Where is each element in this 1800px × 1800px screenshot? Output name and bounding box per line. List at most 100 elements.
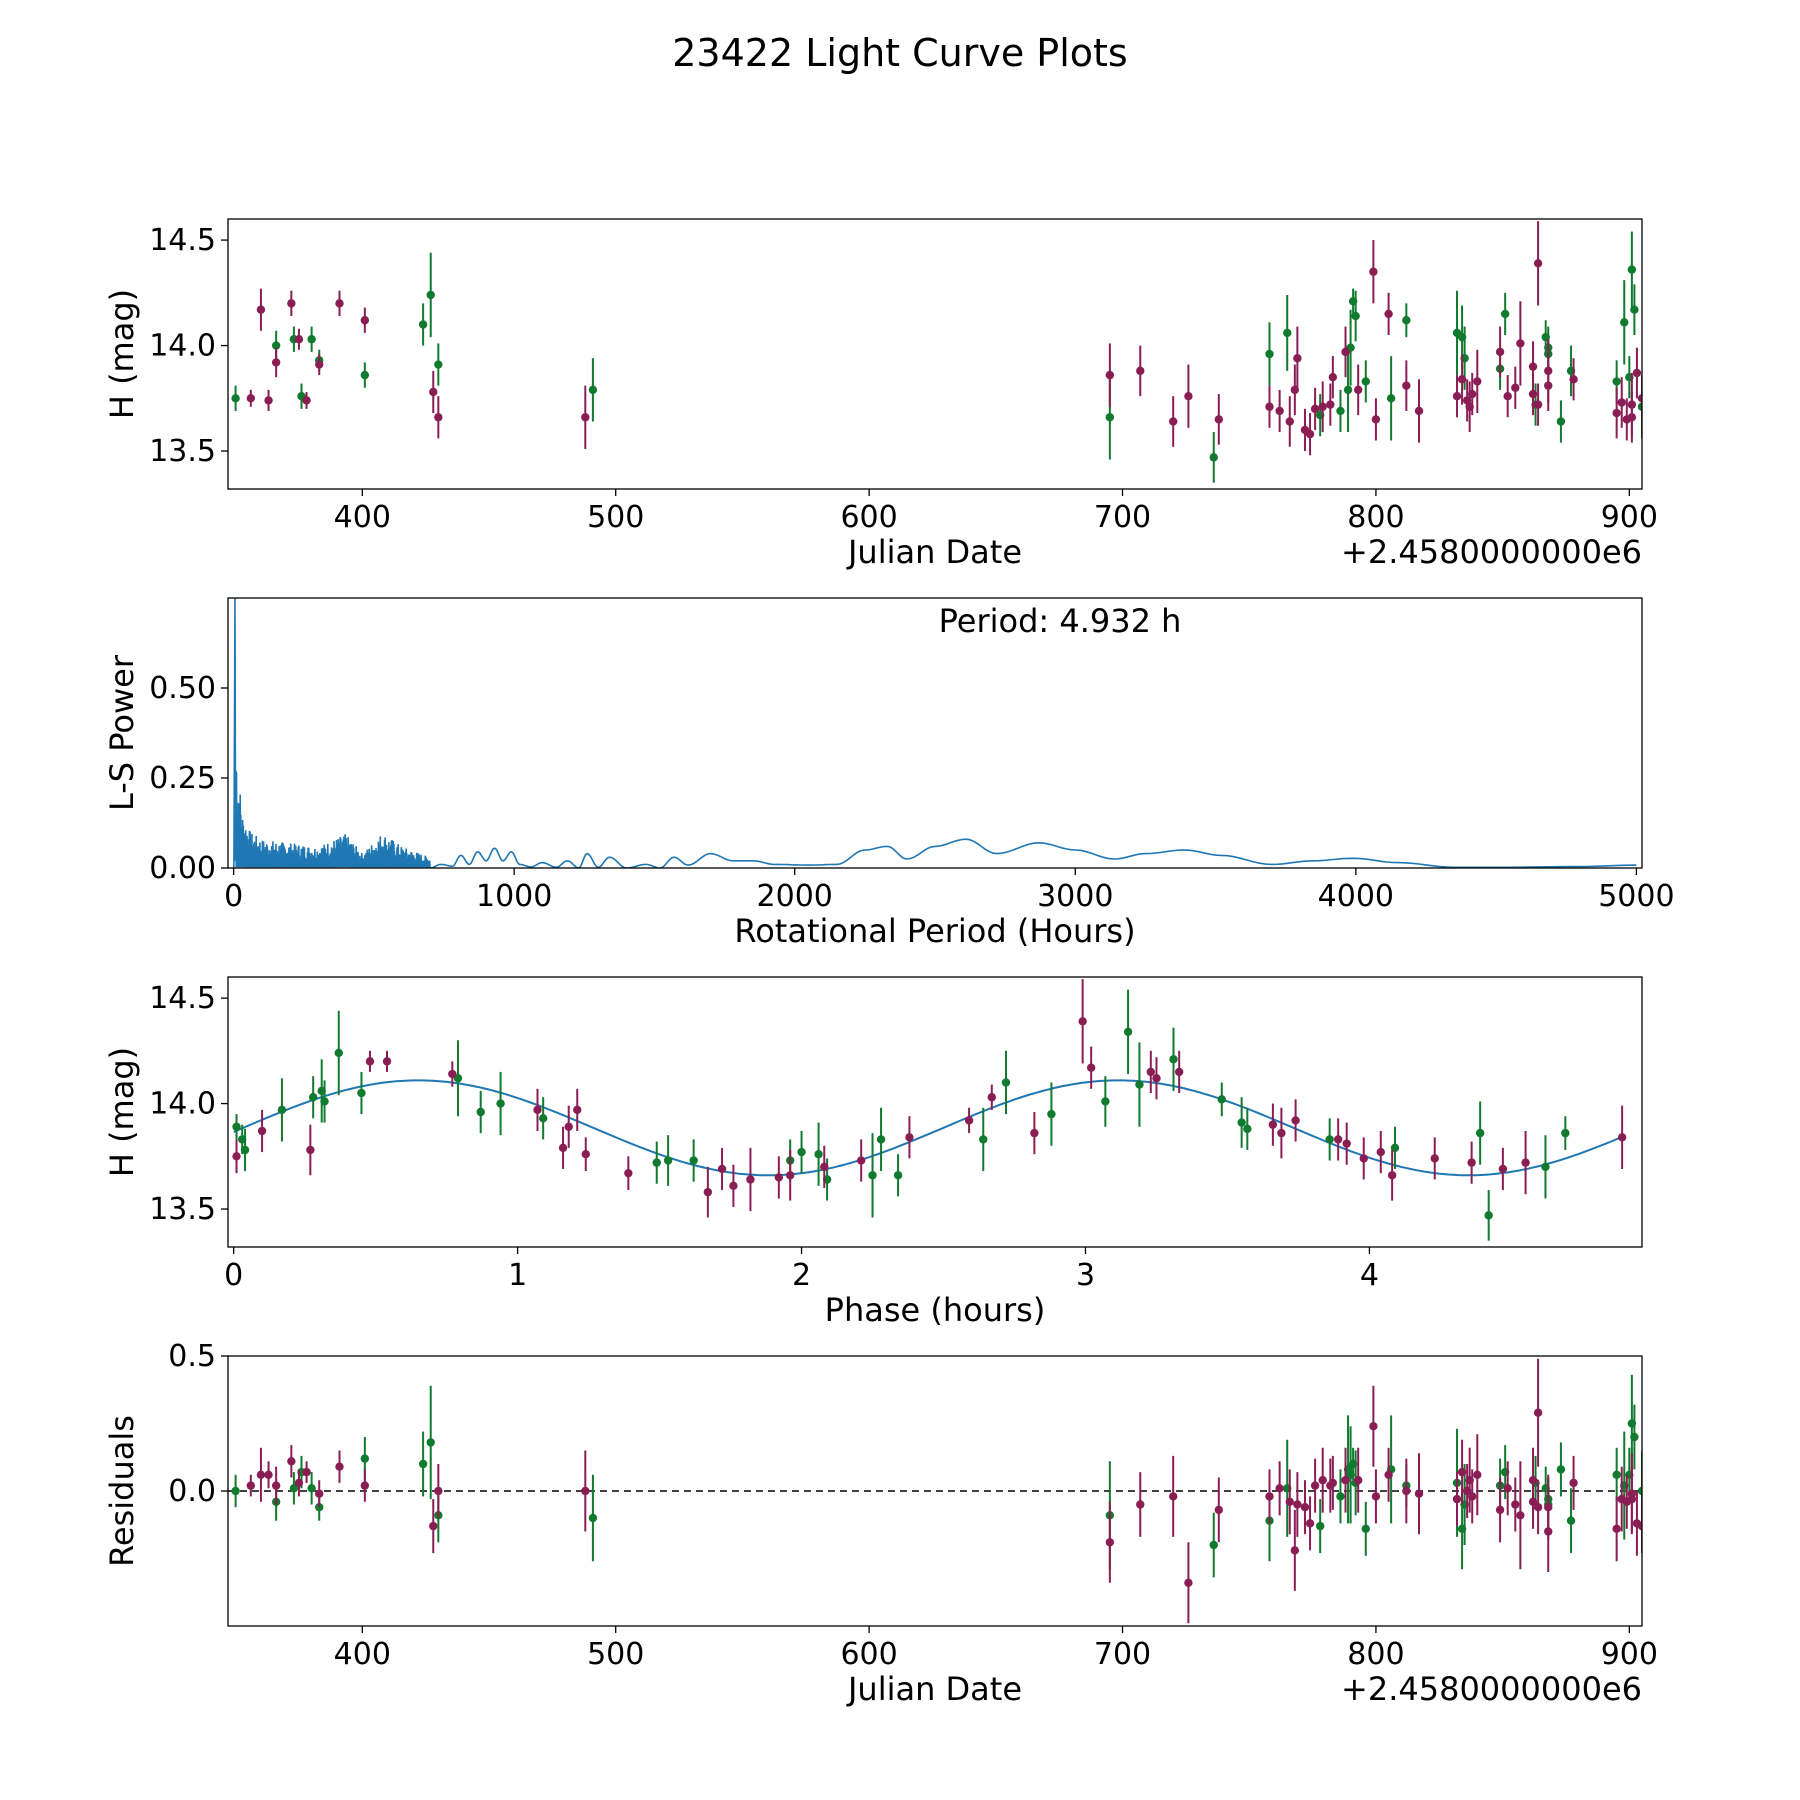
data-point: [1105, 413, 1115, 422]
data-point: [448, 1069, 457, 1079]
x-axis-label: Rotational Period (Hours): [734, 912, 1135, 950]
period-annotation: Period: 4.932 h: [939, 602, 1182, 640]
data-point: [418, 320, 428, 329]
data-point: [357, 1088, 366, 1098]
panel-residuals: 400 500 600 700 800 900 0.0 0.5 Julian Date Resid…: [103, 1339, 1658, 1708]
data-point: [1612, 377, 1621, 386]
data-point: [1498, 1164, 1508, 1174]
data-point: [689, 1156, 698, 1165]
data-point: [1305, 429, 1315, 439]
data-point: [360, 370, 370, 380]
data-point: [729, 1181, 738, 1191]
data-point: [434, 413, 443, 422]
series-green: [231, 231, 1642, 483]
data-point: [1217, 1095, 1226, 1104]
data-point: [1290, 1546, 1300, 1555]
data-point: [1371, 1492, 1381, 1501]
data-point: [1473, 377, 1482, 386]
data-point: [1561, 1128, 1570, 1138]
data-point: [1315, 1521, 1325, 1531]
data-point: [1105, 370, 1115, 380]
data-point: [1184, 391, 1193, 401]
data-point: [1569, 1478, 1578, 1488]
data-point: [320, 1097, 329, 1106]
data-point: [1402, 1486, 1411, 1496]
data-point: [1341, 347, 1350, 357]
data-point: [382, 1057, 392, 1066]
data-point: [1333, 1135, 1343, 1144]
data-point: [1305, 1519, 1315, 1528]
plot-area-residuals: [228, 1358, 1642, 1624]
data-point: [797, 1147, 806, 1157]
data-point: [1353, 1476, 1363, 1485]
data-point: [1086, 1063, 1096, 1072]
data-point: [1376, 1147, 1385, 1157]
x-tick-label: 600: [840, 500, 897, 535]
data-point: [1627, 265, 1637, 274]
data-point: [360, 316, 370, 325]
data-point: [1402, 316, 1411, 325]
x-tick-label: 900: [1601, 500, 1658, 535]
x-tick-label: 500: [587, 1637, 644, 1672]
x-tick-label: 5000: [1598, 879, 1674, 914]
data-point: [1001, 1078, 1011, 1087]
data-point: [1533, 1408, 1543, 1417]
data-point: [979, 1135, 988, 1144]
data-point: [418, 1459, 428, 1469]
data-point: [1275, 406, 1284, 416]
data-point: [307, 1484, 316, 1493]
data-point: [1500, 309, 1510, 319]
data-point: [294, 335, 304, 344]
data-point: [1533, 259, 1543, 268]
data-point: [1341, 1476, 1350, 1485]
data-point: [785, 1171, 795, 1180]
data-point: [1511, 1500, 1520, 1509]
data-point: [1318, 1476, 1327, 1485]
data-point: [1214, 1505, 1224, 1515]
x-tick-label: 500: [587, 500, 644, 535]
data-point: [1328, 1478, 1338, 1488]
data-point: [335, 1462, 344, 1471]
panel-periodogram: 0 1000 2000 3000 4000 5000 0.00 0.25 0.50 Rotatio…: [103, 597, 1675, 950]
data-point: [426, 1438, 435, 1447]
data-point: [1414, 1489, 1424, 1498]
y-tick-label: 0.25: [149, 761, 216, 796]
data-point: [814, 1149, 823, 1159]
data-point: [256, 305, 266, 314]
data-point: [1533, 400, 1543, 409]
data-point: [1293, 354, 1302, 363]
model-curve: [233, 1079, 1626, 1177]
data-point: [1300, 1503, 1310, 1512]
x-tick-label: 0: [224, 879, 243, 914]
data-point: [1521, 1158, 1530, 1167]
data-point: [1105, 1538, 1115, 1547]
data-point: [306, 1145, 315, 1155]
data-point: [876, 1135, 886, 1144]
data-point: [533, 1105, 542, 1115]
y-tick-label: 14.0: [149, 1087, 216, 1122]
data-point: [1283, 328, 1292, 338]
data-point: [652, 1158, 661, 1167]
axes-frame: [227, 218, 1643, 490]
data-point: [1169, 1492, 1178, 1501]
data-point: [1533, 1503, 1543, 1512]
y-axis-label: H (mag): [103, 1047, 141, 1177]
data-point: [1169, 1055, 1178, 1064]
data-point: [1275, 1484, 1284, 1493]
plot-area-lightcurve: [231, 221, 1642, 483]
data-point: [1328, 373, 1338, 382]
data-point: [905, 1133, 914, 1142]
x-tick-label: 4: [1360, 1258, 1379, 1293]
data-point: [1430, 1154, 1439, 1163]
y-tick-label: 13.5: [149, 434, 216, 469]
x-tick-label: 1: [508, 1258, 527, 1293]
y-tick-label: 14.5: [149, 981, 216, 1016]
data-point: [1457, 1467, 1467, 1477]
x-tick-label: 600: [840, 1637, 897, 1672]
data-point: [1452, 1494, 1462, 1504]
y-axis-label: L-S Power: [103, 654, 141, 811]
data-point: [1336, 1492, 1345, 1501]
data-point: [334, 1048, 343, 1058]
data-point: [1630, 1432, 1639, 1442]
